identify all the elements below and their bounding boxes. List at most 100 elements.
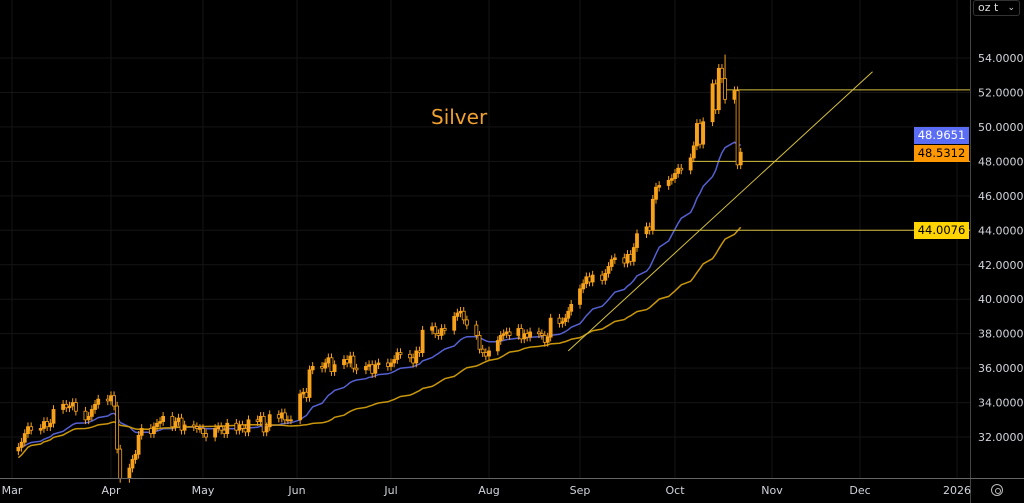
chevron-down-icon: ⌄ — [1007, 3, 1015, 13]
y-tick-label: 40.0000 — [978, 293, 1024, 306]
candle-body — [732, 90, 737, 100]
candle-body — [136, 434, 141, 455]
candle-body — [194, 426, 199, 429]
candle-body — [420, 329, 425, 354]
y-tick-label: 42.0000 — [978, 259, 1024, 272]
candle-body — [483, 352, 488, 357]
candle-body — [654, 186, 658, 200]
candle-body — [348, 355, 353, 364]
y-tick-label: 48.0000 — [978, 155, 1024, 168]
candle-body — [267, 414, 272, 428]
candle-body — [320, 366, 324, 369]
candle-body — [603, 272, 608, 281]
candle-body — [688, 157, 693, 171]
candle-body — [246, 419, 251, 433]
candle-body — [669, 178, 674, 181]
candle-body — [42, 421, 46, 429]
x-tick-label: Jun — [287, 484, 305, 497]
candle-body — [679, 167, 684, 171]
candle-body — [83, 410, 88, 421]
candle-body — [286, 419, 290, 422]
candle-body — [264, 426, 269, 433]
x-tick-label: Dec — [849, 484, 870, 497]
candle-body — [127, 467, 132, 479]
x-tick-label: Mar — [2, 484, 23, 497]
candle-body — [458, 310, 463, 314]
candle-body — [198, 428, 202, 430]
candle-body — [385, 362, 390, 367]
candle-body — [691, 145, 696, 159]
y-tick-label: 44.0000 — [978, 224, 1024, 237]
candle-body — [67, 405, 72, 409]
candle-body — [310, 366, 315, 371]
candle-body — [118, 448, 123, 479]
price-badge: 44.0076 — [914, 221, 969, 239]
candle-body — [548, 317, 553, 338]
candle-body — [433, 326, 438, 335]
candle-body — [713, 83, 718, 111]
candle-body — [581, 283, 586, 290]
candle-body — [234, 422, 239, 431]
x-tick-label: Jul — [383, 484, 397, 497]
y-tick-label: 52.0000 — [978, 86, 1024, 99]
candle-body — [373, 364, 378, 374]
unit-dropdown[interactable]: oz t ⌄ — [973, 0, 1020, 16]
candle-body — [342, 359, 346, 366]
candle-body — [354, 367, 359, 371]
candle-body — [695, 123, 699, 147]
trend-line — [567, 71, 873, 352]
candle-body — [545, 336, 550, 343]
candle-body — [243, 428, 248, 433]
candle-body — [723, 78, 727, 100]
candle-body — [176, 417, 181, 422]
candle-body — [498, 335, 503, 341]
candle-body — [301, 391, 306, 395]
candle-body — [240, 424, 245, 429]
candle-body — [261, 415, 266, 433]
candle-body — [219, 426, 224, 431]
candle-body — [650, 198, 655, 231]
candle-body — [201, 428, 205, 435]
candle-body — [635, 233, 639, 248]
candle-body — [606, 266, 611, 274]
y-tick-label: 50.0000 — [978, 121, 1024, 134]
candle-body — [29, 426, 34, 431]
candle-body — [329, 357, 334, 372]
candle-body — [563, 317, 568, 323]
candle-body — [173, 421, 178, 428]
candle-body — [414, 350, 419, 364]
chart-title: Silver — [431, 105, 488, 129]
settings-gear-icon[interactable] — [991, 484, 1003, 496]
y-tick-label: 46.0000 — [978, 190, 1024, 203]
candle-body — [191, 424, 196, 428]
candle-body — [276, 414, 281, 419]
candle-body — [170, 415, 175, 428]
candle-body — [89, 409, 94, 417]
candle-body — [392, 359, 397, 364]
candle-body — [720, 67, 724, 80]
candle-body — [477, 335, 482, 350]
candle-body — [26, 426, 30, 435]
candle-body — [487, 350, 491, 357]
candle-body — [282, 412, 287, 421]
candle-body — [351, 355, 356, 369]
candle-body — [323, 362, 328, 369]
candle-body — [609, 259, 614, 267]
candle-body — [569, 303, 574, 312]
candle-body — [158, 421, 162, 424]
candle-body — [19, 441, 24, 448]
candle-body — [701, 121, 706, 145]
candle-body — [622, 257, 627, 264]
candle-body — [631, 247, 636, 262]
x-tick-label: Aug — [478, 484, 499, 497]
candle-body — [452, 316, 457, 331]
candle-body — [495, 340, 500, 352]
candle-body — [461, 310, 466, 321]
candle-body — [216, 426, 221, 429]
candle-body — [109, 395, 113, 402]
candle-body — [587, 276, 592, 283]
candle-body — [22, 433, 27, 443]
candle-body — [48, 422, 53, 428]
candle-body — [16, 446, 21, 452]
